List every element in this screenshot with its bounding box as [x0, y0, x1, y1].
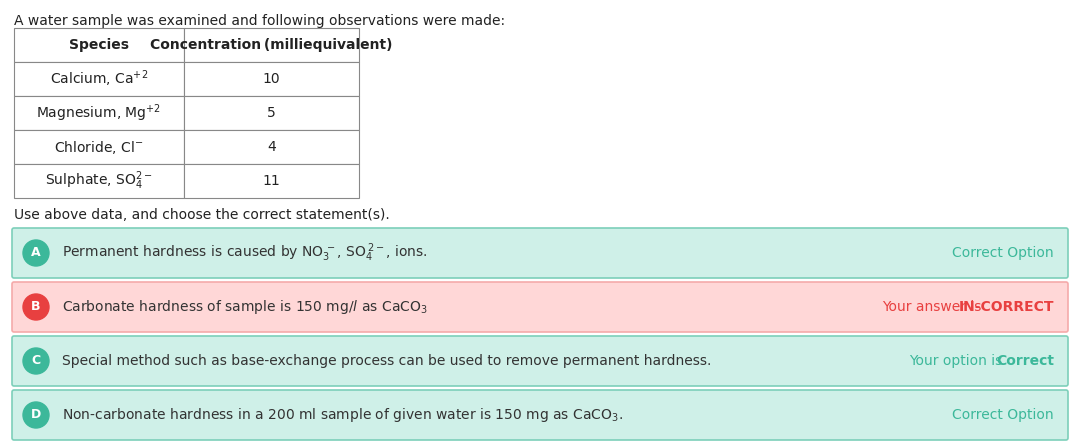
FancyBboxPatch shape	[12, 336, 1068, 386]
Text: A water sample was examined and following observations were made:: A water sample was examined and followin…	[14, 14, 505, 28]
Text: Magnesium, Mg$^{+2}$: Magnesium, Mg$^{+2}$	[37, 102, 162, 124]
Text: B: B	[31, 300, 41, 313]
FancyBboxPatch shape	[12, 390, 1068, 440]
Text: Calcium, Ca$^{+2}$: Calcium, Ca$^{+2}$	[50, 69, 148, 89]
Circle shape	[23, 294, 49, 320]
Text: Sulphate, SO$_4^{2-}$: Sulphate, SO$_4^{2-}$	[45, 170, 152, 192]
Text: Permanent hardness is caused by NO$_3^{\,-}$, SO$_4^{\,2-}$, ions.: Permanent hardness is caused by NO$_3^{\…	[62, 242, 428, 264]
Bar	[14, 96, 184, 130]
Bar	[184, 164, 359, 198]
Text: Correct: Correct	[996, 354, 1054, 368]
FancyBboxPatch shape	[12, 228, 1068, 278]
Text: 10: 10	[262, 72, 281, 86]
FancyBboxPatch shape	[12, 282, 1068, 332]
Text: D: D	[31, 409, 41, 422]
Text: Species: Species	[69, 38, 129, 52]
Text: A: A	[31, 246, 41, 260]
Text: Your answer is: Your answer is	[882, 300, 986, 314]
Text: Chloride, Cl$^{-}$: Chloride, Cl$^{-}$	[54, 139, 144, 156]
Bar	[14, 62, 184, 96]
Text: Correct Option: Correct Option	[953, 408, 1054, 422]
Text: Carbonate hardness of sample is 150 mg/$l$ as CaCO$_3$: Carbonate hardness of sample is 150 mg/$…	[62, 298, 428, 316]
Circle shape	[23, 240, 49, 266]
Text: Non-carbonate hardness in a 200 ml sample of given water is 150 mg as CaCO$_3$.: Non-carbonate hardness in a 200 ml sampl…	[62, 406, 623, 424]
Text: Use above data, and choose the correct statement(s).: Use above data, and choose the correct s…	[14, 208, 390, 222]
Text: IN-CORRECT: IN-CORRECT	[959, 300, 1054, 314]
Bar	[14, 28, 184, 62]
Bar	[184, 130, 359, 164]
Text: 4: 4	[267, 140, 275, 154]
Bar	[184, 96, 359, 130]
Bar	[184, 62, 359, 96]
Bar	[184, 28, 359, 62]
Text: Your option is: Your option is	[908, 354, 1007, 368]
Text: C: C	[31, 354, 41, 367]
Bar	[14, 130, 184, 164]
Text: Correct Option: Correct Option	[953, 246, 1054, 260]
Text: Special method such as base-exchange process can be used to remove permanent har: Special method such as base-exchange pro…	[62, 354, 712, 368]
Text: 11: 11	[262, 174, 281, 188]
Text: Concentration (milliequivalent): Concentration (milliequivalent)	[150, 38, 393, 52]
Circle shape	[23, 402, 49, 428]
Bar	[14, 164, 184, 198]
Text: 5: 5	[267, 106, 275, 120]
Circle shape	[23, 348, 49, 374]
